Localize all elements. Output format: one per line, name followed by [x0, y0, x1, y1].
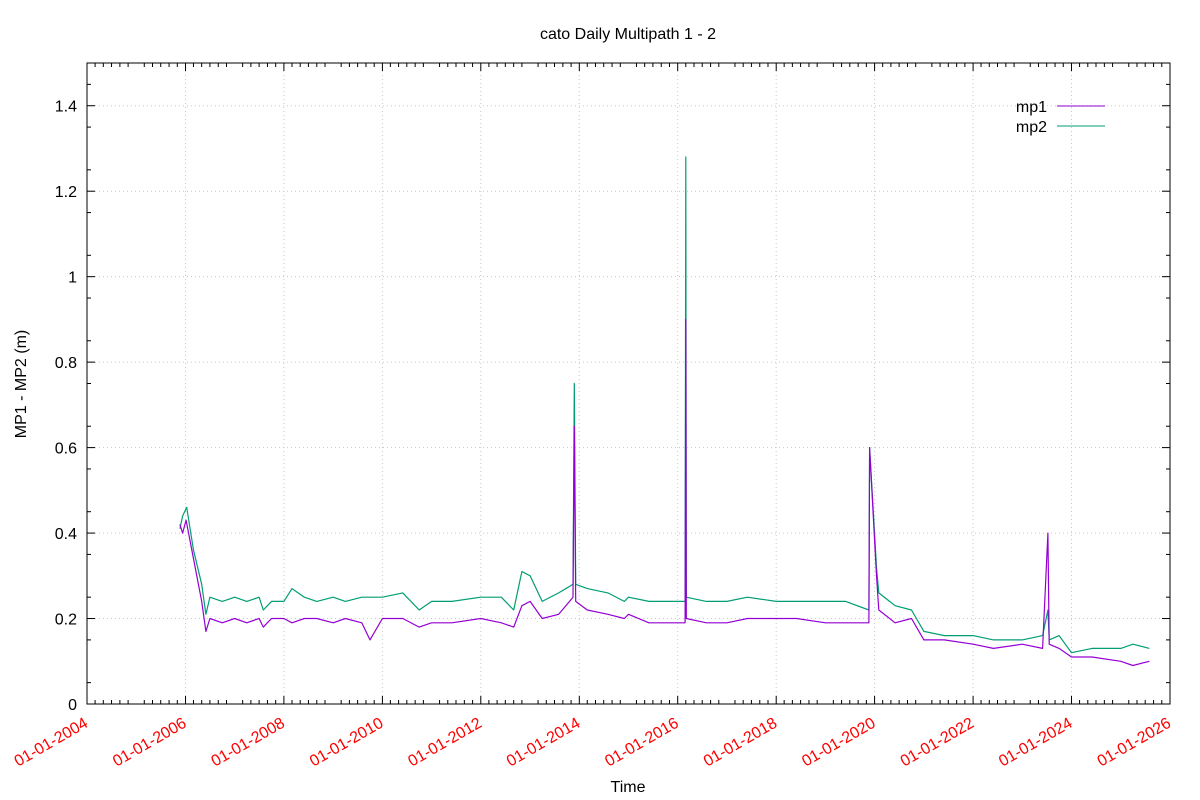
series-layer [179, 156, 1150, 667]
x-axis-label: Time [611, 779, 646, 796]
ticks [86, 63, 1171, 705]
x-tick-label: 01-01-2008 [209, 715, 288, 771]
y-tick-label: 0.4 [55, 526, 77, 543]
x-tick-label: 01-01-2018 [701, 715, 780, 771]
x-tick-label: 01-01-2014 [504, 715, 583, 771]
y-tick-label: 1 [68, 270, 77, 287]
y-tick-label: 0.2 [55, 612, 77, 629]
x-tick-label: 01-01-2016 [602, 715, 681, 771]
series-line-mp1 [179, 318, 1150, 667]
y-axis-label: MP1 - MP2 (m) [13, 330, 30, 438]
x-tick-label: 01-01-2022 [898, 715, 977, 771]
y-tick-label: 1.2 [55, 184, 77, 201]
legend: mp1 mp2 [1016, 99, 1105, 136]
y-tick-label: 1.4 [55, 99, 77, 116]
x-tick-label: 01-01-2020 [799, 715, 878, 771]
x-tick-labels: 01-01-2004 01-01-2006 01-01-2008 01-01-2010… [12, 715, 1174, 771]
legend-label-mp1: mp1 [1016, 99, 1047, 116]
y-tick-label: 0.6 [55, 441, 77, 458]
grid [87, 63, 1170, 704]
x-tick-label: 01-01-2004 [12, 715, 91, 771]
y-tick-labels: 0 0.2 0.4 0.6 0.8 1 1.2 1.4 [55, 99, 77, 714]
x-tick-label: 01-01-2026 [1095, 715, 1174, 771]
x-tick-label: 01-01-2012 [405, 715, 484, 771]
legend-label-mp2: mp2 [1016, 119, 1047, 136]
series-line-mp2 [179, 156, 1150, 654]
plot-frame [86, 62, 1171, 705]
y-tick-label: 0 [68, 697, 77, 714]
x-tick-label: 01-01-2010 [307, 715, 386, 771]
x-tick-label: 01-01-2006 [110, 715, 189, 771]
chart-title: cato Daily Multipath 1 - 2 [540, 26, 716, 43]
x-tick-label: 01-01-2024 [996, 715, 1075, 771]
y-tick-label: 0.8 [55, 355, 77, 372]
